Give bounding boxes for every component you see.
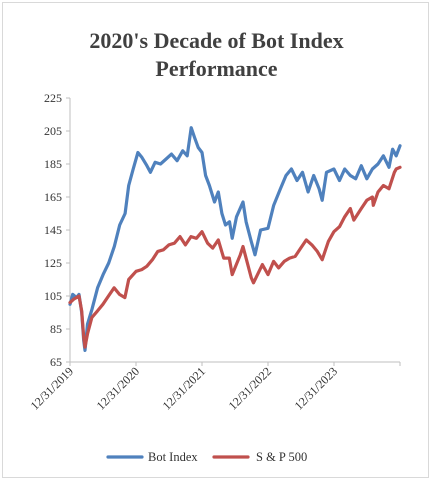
chart-frame: 2020's Decade of Bot Index Performance xyxy=(2,2,429,478)
chart-title-line-1: 2020's Decade of Bot Index xyxy=(89,28,344,53)
x-tick-label: 12/31/2021 xyxy=(160,364,209,413)
x-tick-label: 12/31/2020 xyxy=(94,364,143,413)
chart-title-line-2: Performance xyxy=(155,56,278,81)
series-line-bot-index xyxy=(68,126,402,352)
y-tick-label: 65 xyxy=(50,355,62,369)
y-tick-label: 105 xyxy=(44,289,62,303)
x-tick-label: 12/31/2019 xyxy=(28,364,77,413)
y-tick-label: 125 xyxy=(44,256,62,270)
y-tick-label: 205 xyxy=(44,124,62,138)
y-tick-label: 185 xyxy=(44,157,62,171)
x-tick-label: 12/31/2023 xyxy=(292,364,341,413)
chart-title: 2020's Decade of Bot Index Performance xyxy=(3,27,430,83)
legend-label-bot-index: Bot Index xyxy=(148,450,198,464)
x-tick-label: 12/31/2022 xyxy=(226,364,275,413)
y-tick-label: 225 xyxy=(44,91,62,105)
y-tick-label: 165 xyxy=(44,190,62,204)
legend-label-sp500: S & P 500 xyxy=(256,450,307,464)
y-tick-label: 145 xyxy=(44,223,62,237)
y-tick-label: 85 xyxy=(50,322,62,336)
series-line-sp500 xyxy=(68,165,402,349)
